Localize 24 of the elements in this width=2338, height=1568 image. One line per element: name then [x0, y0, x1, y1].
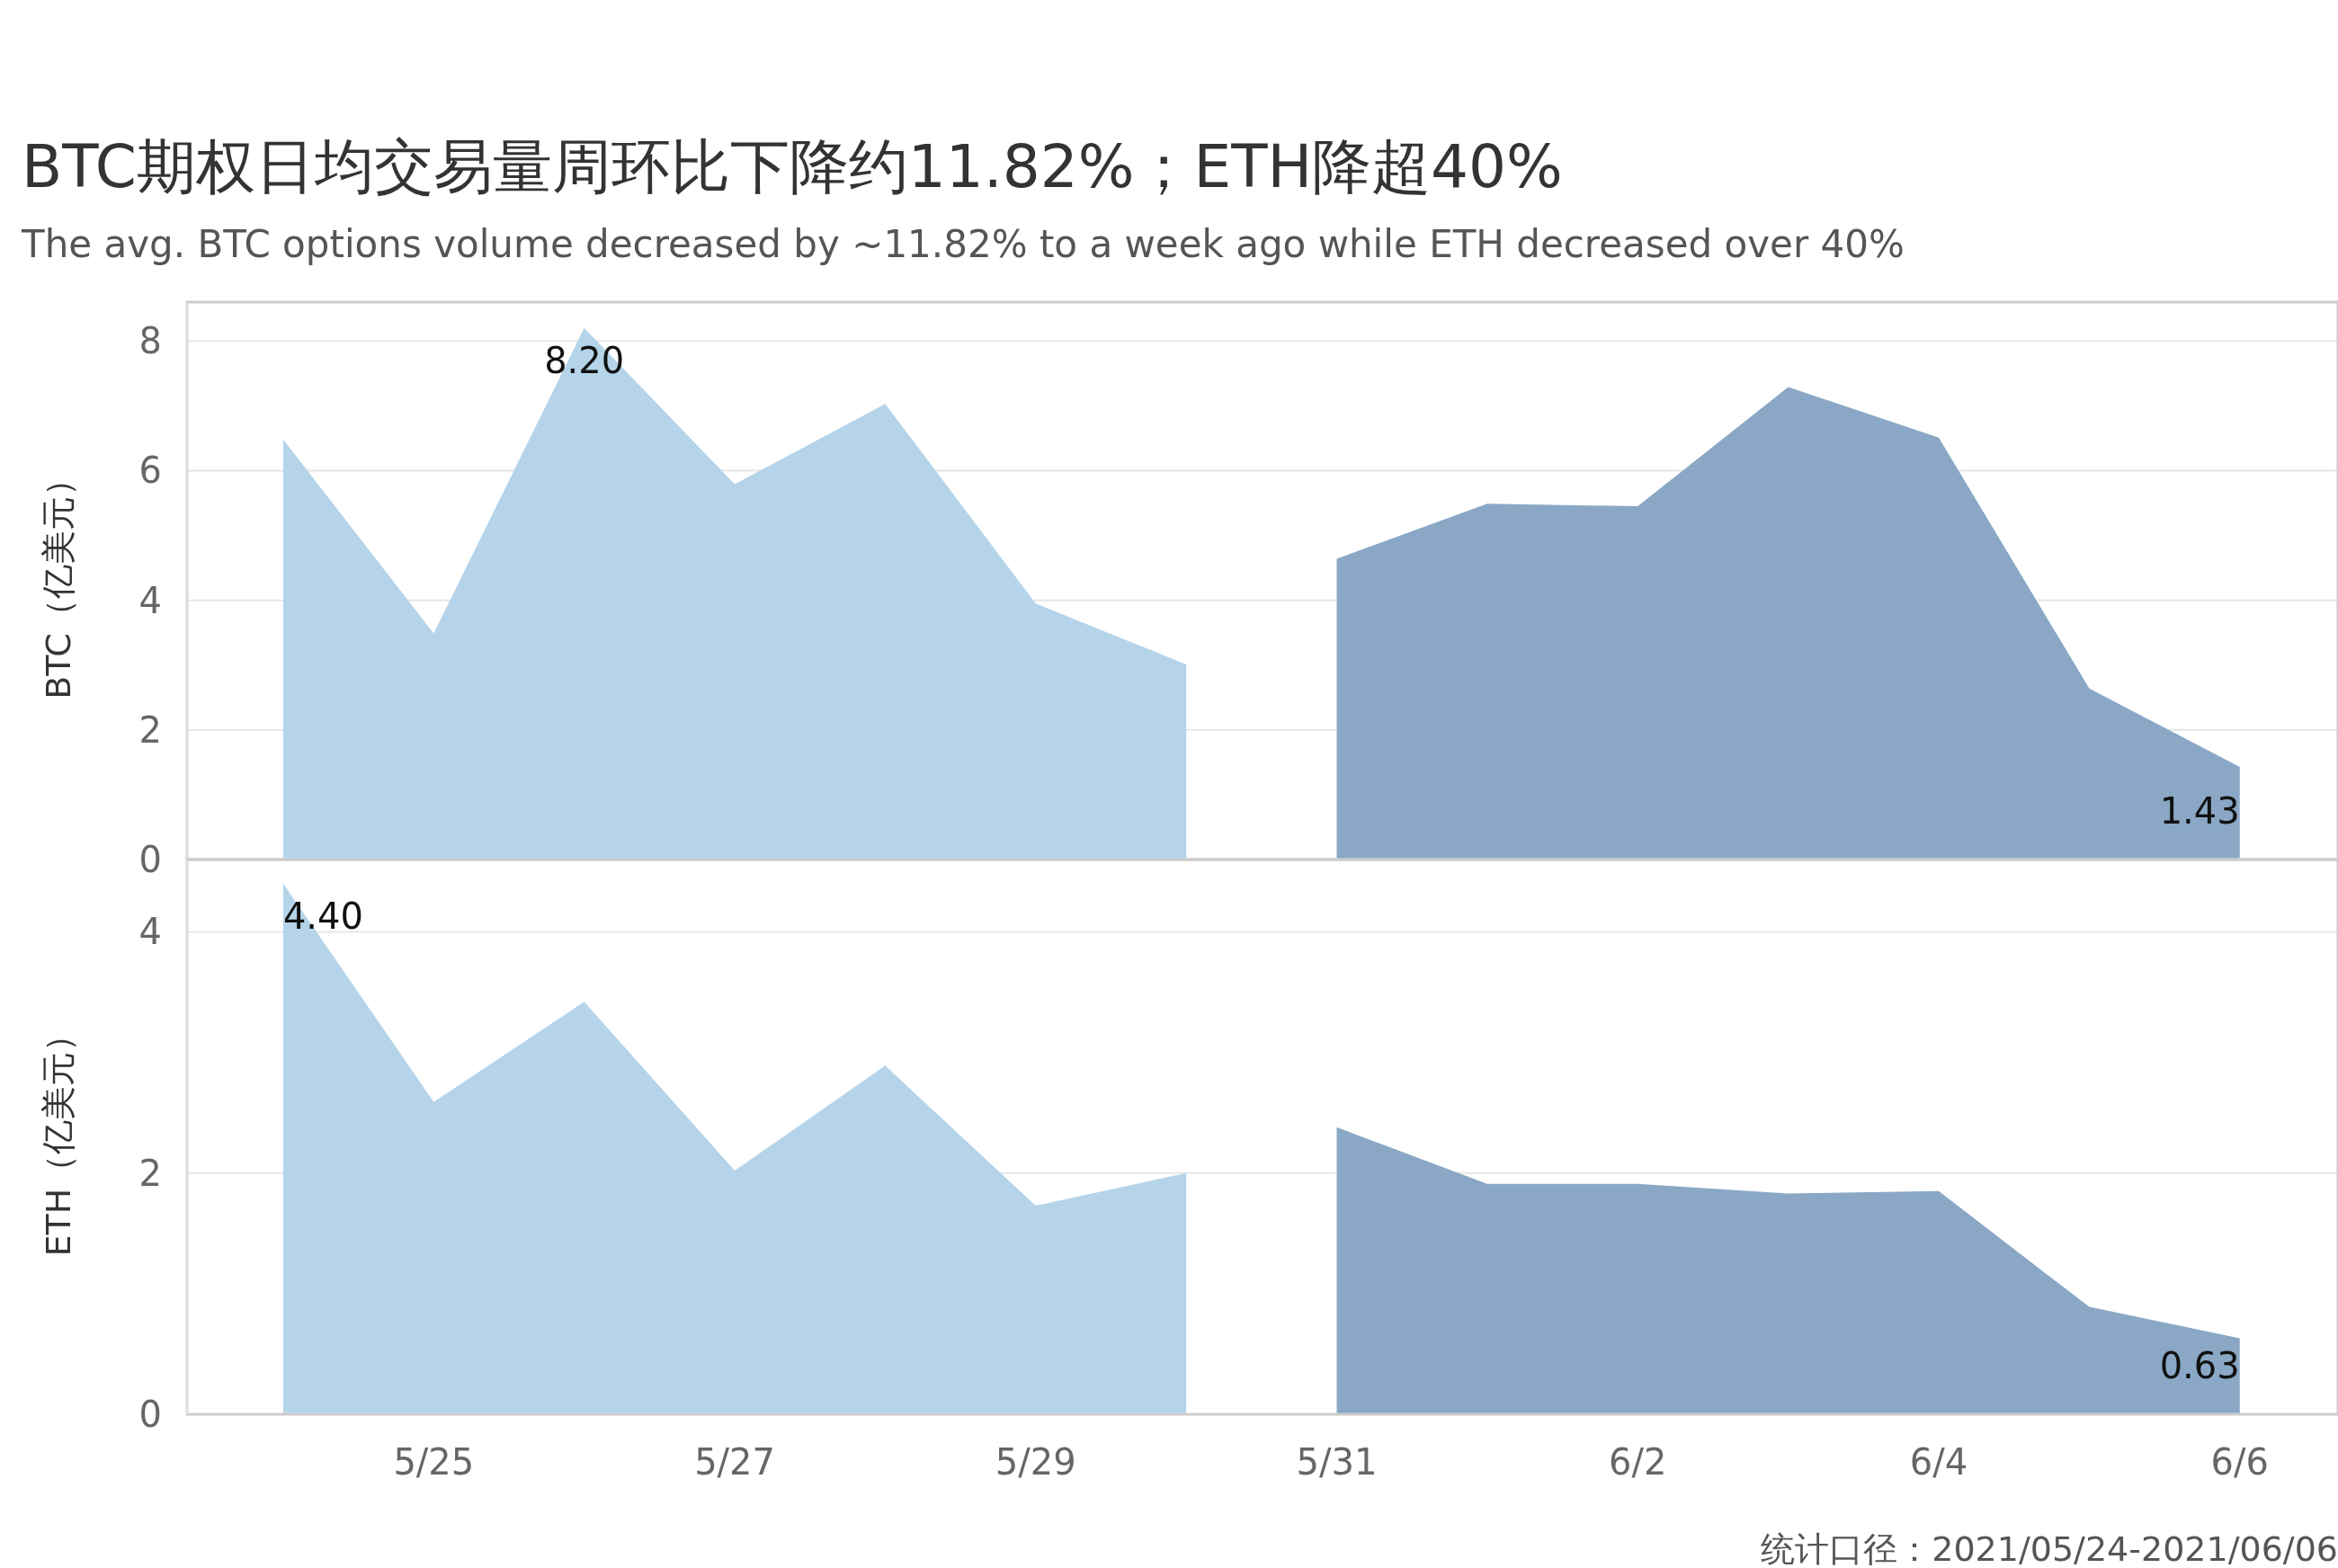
annotation: 1.43: [2159, 790, 2240, 832]
x-tick-label: 5/31: [1296, 1441, 1378, 1483]
y-tick-label: 2: [138, 708, 162, 751]
x-tick-label: 6/4: [1909, 1441, 1968, 1483]
y-tick-label: 4: [138, 579, 162, 621]
annotation: 8.20: [544, 339, 625, 381]
x-tick-label: 5/29: [995, 1441, 1076, 1483]
y-tick-label: 0: [138, 1394, 162, 1435]
x-tick-label: 6/6: [2210, 1441, 2269, 1483]
y-axis-title: BTC（亿美元）: [39, 462, 78, 699]
chart-subtitle: The avg. BTC options volume decreased by ~11.82% to a week ago while ETH decreased over 40%: [21, 222, 1905, 266]
x-tick-label: 5/27: [694, 1441, 775, 1483]
chart-title: BTC期权日均交易量周环比下降约11.82%；ETH降超40%: [22, 132, 1563, 201]
x-tick-label: 5/25: [393, 1441, 475, 1483]
y-tick-label: 8: [138, 320, 162, 362]
annotation: 0.63: [2159, 1345, 2240, 1386]
y-tick-label: 4: [138, 911, 162, 953]
y-axis-title: ETH（亿美元）: [39, 1017, 78, 1257]
y-tick-label: 2: [138, 1152, 162, 1194]
y-tick-label: 6: [138, 450, 162, 492]
text: 统计口径：2021/05/24-2021/06/06: [1761, 1529, 2338, 1568]
x-tick-label: 6/2: [1609, 1441, 1667, 1483]
annotation: 4.40: [282, 895, 363, 937]
y-tick-label: 0: [138, 839, 162, 880]
